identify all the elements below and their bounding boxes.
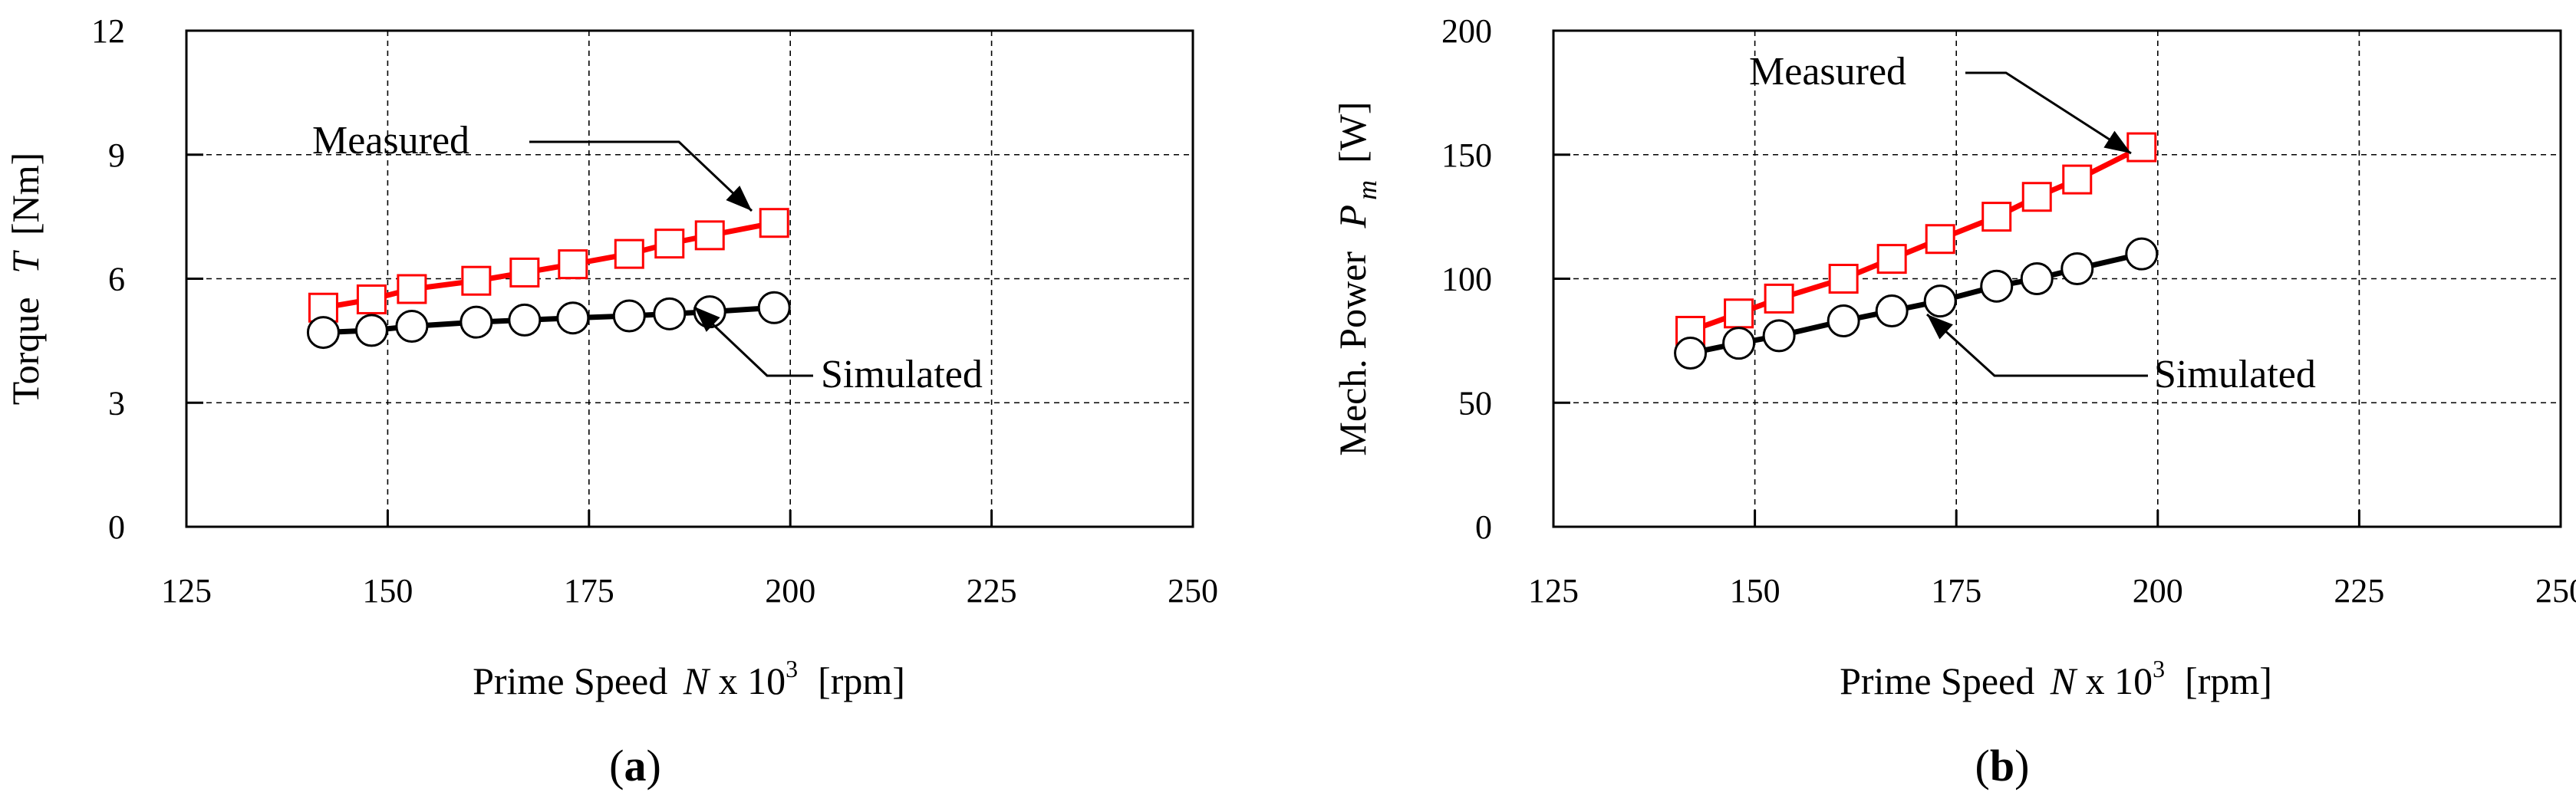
panel-label: (b) bbox=[1975, 741, 2030, 791]
x-tick-label: 200 bbox=[2133, 572, 2183, 610]
simulated-point bbox=[2020, 262, 2054, 295]
measured-point bbox=[2062, 164, 2093, 195]
simulated-point bbox=[508, 303, 542, 337]
x-tick-label: 175 bbox=[1931, 572, 1981, 610]
x-tick-label: 150 bbox=[1730, 572, 1780, 610]
x-tick-label: 200 bbox=[765, 572, 815, 610]
measured-point bbox=[461, 265, 492, 296]
measured-point bbox=[614, 238, 644, 269]
measured-annotation: Measured bbox=[312, 119, 469, 163]
x-axis-title: Prime Speed N x 103 [rpm] bbox=[1840, 655, 2272, 702]
x-tick-label: 125 bbox=[161, 572, 212, 610]
simulated-point bbox=[2125, 237, 2159, 271]
x-tick-label: 150 bbox=[362, 572, 413, 610]
simulated-point bbox=[757, 291, 791, 324]
measured-arrow-line bbox=[529, 140, 753, 212]
simulated-arrow-line bbox=[1925, 313, 2148, 377]
measured-point bbox=[2021, 182, 2052, 212]
simulated-point bbox=[653, 297, 687, 330]
measured-point bbox=[1925, 224, 1955, 255]
x-axis-title: Prime Speed N x 103 [rpm] bbox=[473, 655, 905, 702]
measured-point bbox=[2126, 132, 2157, 163]
measured-point bbox=[759, 208, 789, 238]
measured-arrow-head bbox=[2103, 130, 2131, 153]
simulated-point bbox=[1674, 337, 1708, 370]
measured-annotation: Measured bbox=[1749, 50, 1906, 94]
simulated-series-line bbox=[323, 304, 775, 336]
y-tick-label: 50 bbox=[1458, 384, 1492, 422]
simulated-series-line bbox=[1689, 251, 2143, 356]
simulated-point bbox=[2060, 252, 2094, 286]
measured-point bbox=[1828, 264, 1859, 294]
measured-point bbox=[509, 257, 540, 288]
x-tick-label: 250 bbox=[1168, 572, 1218, 610]
measured-point bbox=[308, 292, 338, 323]
simulated-point bbox=[1875, 294, 1909, 328]
x-tick-label: 175 bbox=[564, 572, 614, 610]
simulated-point bbox=[306, 316, 340, 350]
simulated-point bbox=[1762, 319, 1796, 353]
simulated-arrow-head bbox=[694, 307, 720, 332]
simulated-point bbox=[1923, 284, 1957, 318]
simulated-annotation: Simulated bbox=[2154, 353, 2316, 396]
y-axis-title: Torque T[Nm] bbox=[4, 153, 47, 406]
measured-series-line bbox=[322, 220, 775, 311]
measured-point bbox=[558, 249, 588, 280]
y-tick-label: 6 bbox=[108, 261, 125, 298]
measured-point bbox=[654, 228, 685, 259]
measured-point bbox=[356, 284, 387, 314]
panel-label: (a) bbox=[609, 741, 661, 791]
y-axis-title: Mech. Power Pm[W] bbox=[1331, 101, 1382, 455]
measured-point bbox=[1764, 283, 1794, 314]
x-tick-label: 250 bbox=[2535, 572, 2576, 610]
simulated-point bbox=[395, 310, 429, 344]
y-tick-label: 9 bbox=[108, 136, 125, 174]
y-tick-label: 100 bbox=[1441, 261, 1492, 298]
measured-arrow-head bbox=[726, 186, 752, 211]
chart-panel-a: 125 150 175 200 225 250 0 3 6 9 12 Torque T[Nm] Prim… bbox=[4, 12, 1218, 791]
simulated-point bbox=[1980, 269, 2014, 303]
x-tick-label: 125 bbox=[1528, 572, 1579, 610]
measured-point bbox=[1724, 298, 1754, 329]
y-tick-label: 0 bbox=[108, 508, 125, 546]
y-tick-label: 12 bbox=[91, 12, 125, 50]
y-tick-label: 150 bbox=[1441, 136, 1492, 174]
simulated-point bbox=[612, 299, 646, 333]
measured-series-line bbox=[1689, 144, 2143, 334]
simulated-point bbox=[460, 305, 493, 339]
y-tick-label: 3 bbox=[108, 384, 125, 422]
simulated-point bbox=[1722, 327, 1756, 360]
simulated-arrow-head bbox=[1927, 314, 1953, 340]
y-tick-label: 0 bbox=[1475, 508, 1492, 546]
measured-point bbox=[1876, 244, 1907, 275]
measured-arrow-line bbox=[1965, 71, 2132, 155]
x-tick-label: 225 bbox=[2334, 572, 2384, 610]
y-tick-label: 200 bbox=[1441, 12, 1492, 50]
simulated-annotation: Simulated bbox=[821, 353, 983, 396]
chart-panel-b: 125 150 175 200 225 250 0 50 100 150 200 Mech. Powe… bbox=[1331, 12, 2576, 791]
measured-point bbox=[397, 274, 427, 304]
simulated-point bbox=[1827, 304, 1860, 337]
x-tick-label: 225 bbox=[967, 572, 1017, 610]
measured-point bbox=[1981, 202, 2012, 232]
measured-point bbox=[694, 220, 725, 251]
simulated-point bbox=[556, 301, 590, 335]
simulated-point bbox=[354, 314, 388, 347]
simulated-arrow-line bbox=[693, 305, 813, 377]
